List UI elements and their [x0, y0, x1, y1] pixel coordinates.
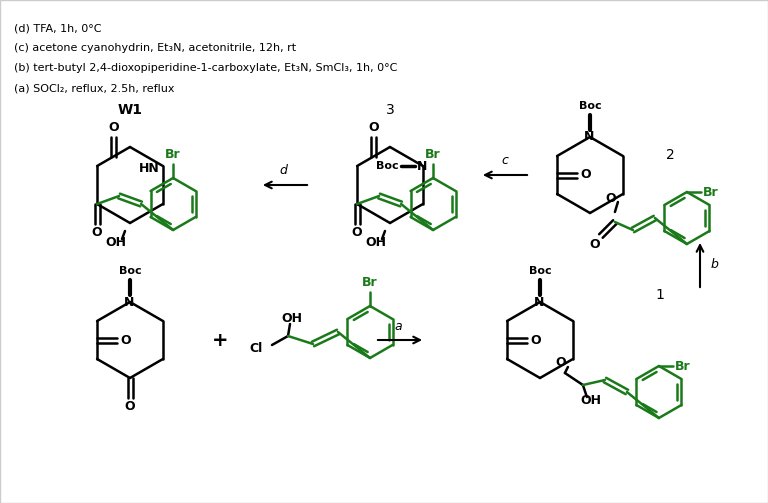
Text: Br: Br	[362, 277, 378, 290]
Text: O: O	[531, 333, 541, 347]
Text: OH: OH	[581, 394, 601, 407]
Text: O: O	[581, 169, 591, 182]
Text: N: N	[124, 295, 134, 308]
Text: OH: OH	[282, 311, 303, 324]
Text: N: N	[584, 130, 594, 143]
Text: HN: HN	[138, 161, 159, 175]
Text: (d) TFA, 1h, 0°C: (d) TFA, 1h, 0°C	[14, 23, 101, 33]
Text: c: c	[502, 154, 508, 167]
Text: (b) tert-butyl 2,4-dioxopiperidine-1-carboxylate, Et₃N, SmCl₃, 1h, 0°C: (b) tert-butyl 2,4-dioxopiperidine-1-car…	[14, 63, 397, 73]
Text: Br: Br	[675, 360, 690, 373]
Text: Boc: Boc	[578, 101, 601, 111]
Text: Br: Br	[165, 148, 181, 161]
Text: O: O	[368, 121, 379, 134]
Text: Boc: Boc	[376, 161, 399, 171]
Text: (c) acetone cyanohydrin, Et₃N, acetonitrile, 12h, rt: (c) acetone cyanohydrin, Et₃N, acetonitr…	[14, 43, 296, 53]
Text: +: +	[212, 330, 228, 350]
Text: Boc: Boc	[119, 266, 141, 276]
Text: OH: OH	[105, 236, 127, 249]
Text: 1: 1	[656, 288, 664, 302]
Text: N: N	[534, 295, 545, 308]
Text: b: b	[710, 259, 718, 272]
Text: 2: 2	[666, 148, 674, 162]
Text: O: O	[108, 121, 119, 134]
Text: O: O	[352, 226, 362, 239]
Text: O: O	[121, 333, 131, 347]
Text: O: O	[92, 226, 102, 239]
Text: OH: OH	[366, 236, 386, 249]
Text: Br: Br	[703, 186, 719, 199]
Text: O: O	[606, 192, 616, 205]
Text: (a) SOCl₂, reflux, 2.5h, reflux: (a) SOCl₂, reflux, 2.5h, reflux	[14, 83, 174, 93]
Text: Br: Br	[425, 148, 441, 161]
Text: 3: 3	[386, 103, 395, 117]
Text: O: O	[590, 238, 601, 252]
Text: O: O	[124, 400, 135, 413]
Text: Boc: Boc	[528, 266, 551, 276]
Text: O: O	[555, 357, 566, 370]
Text: a: a	[394, 319, 402, 332]
Text: Cl: Cl	[250, 342, 263, 355]
Text: d: d	[279, 164, 287, 178]
Text: N: N	[417, 159, 427, 173]
Text: W1: W1	[118, 103, 143, 117]
